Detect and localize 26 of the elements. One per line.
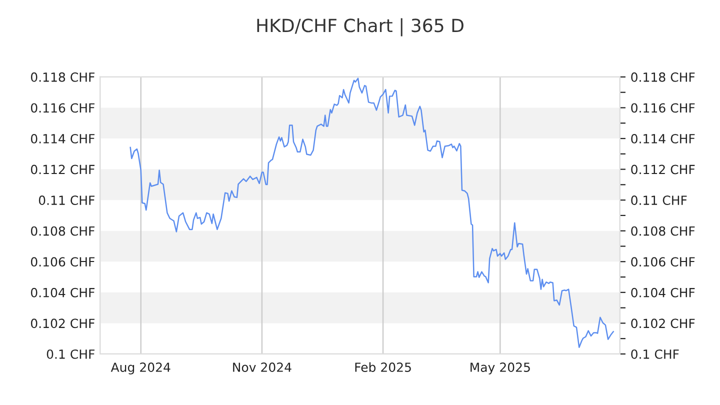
y-tick-label: 0.11 CHF xyxy=(38,196,94,205)
y2-tick-label: 0.102 CHF xyxy=(631,318,695,328)
x-tick-label: Aug 2024 xyxy=(110,362,170,374)
y2-tick-label: 0.11 CHF xyxy=(631,196,687,205)
x-tick-label: May 2025 xyxy=(470,362,530,374)
line-series xyxy=(130,78,614,348)
y2-tick-label: 0.112 CHF xyxy=(631,164,695,174)
y2-tick-label: 0.104 CHF xyxy=(631,288,695,298)
x-tick-label: Feb 2025 xyxy=(355,362,411,372)
y-tick-label: 0.102 CHF xyxy=(30,318,94,328)
y-tick-label: 0.106 CHF xyxy=(30,257,94,267)
x-tick-label: Nov 2024 xyxy=(233,362,292,372)
y-tick-label: 0.112 CHF xyxy=(30,164,94,174)
chart-title: HKD/CHF Chart | 365 D xyxy=(257,18,464,36)
y-tick-label: 0.116 CHF xyxy=(30,103,94,113)
y2-tick-label: 0.114 CHF xyxy=(631,134,695,144)
y-tick-label: 0.114 CHF xyxy=(30,134,94,144)
y-tick-label: 0.108 CHF xyxy=(30,226,94,236)
y2-tick-label: 0.108 CHF xyxy=(631,226,695,236)
y-tick-label: 0.104 CHF xyxy=(30,288,94,298)
y2-tick-label: 0.1 CHF xyxy=(631,349,679,359)
y-tick-label: 0.118 CHF xyxy=(30,72,94,82)
y-tick-label: 0.1 CHF xyxy=(46,349,94,359)
y2-tick-label: 0.116 CHF xyxy=(631,103,695,113)
y2-tick-label: 0.118 CHF xyxy=(631,72,695,82)
y2-tick-label: 0.106 CHF xyxy=(631,257,695,267)
